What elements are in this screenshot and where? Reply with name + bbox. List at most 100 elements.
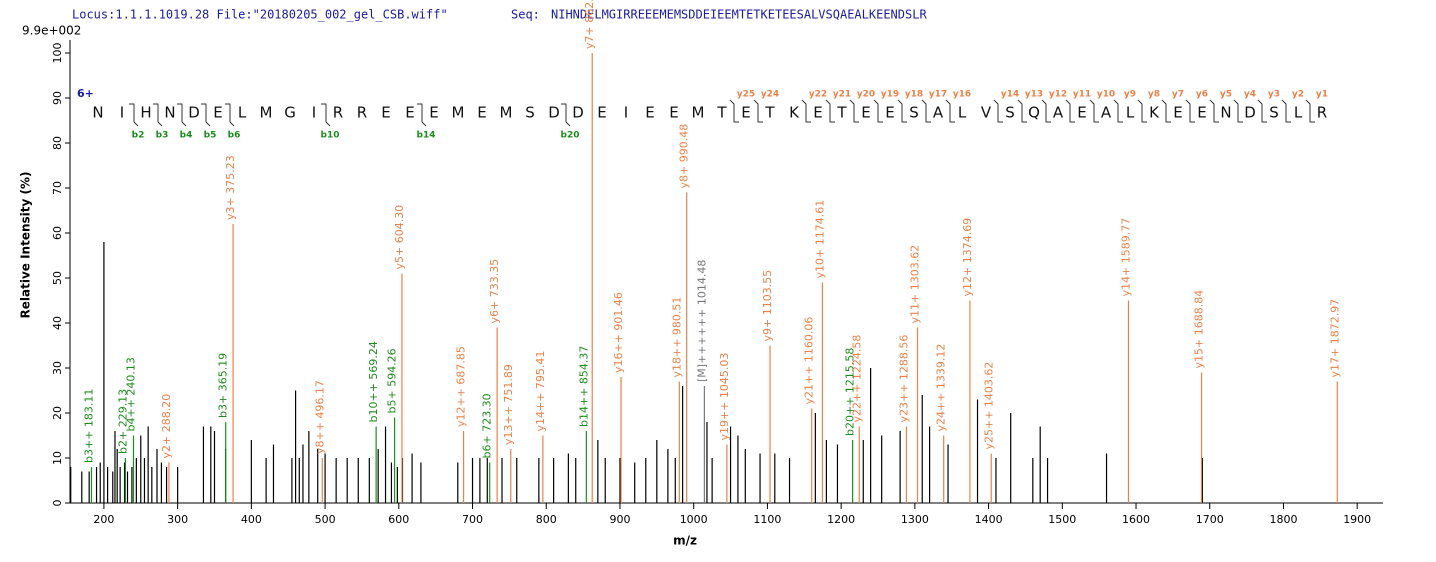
seq-label: Seq: — [511, 8, 540, 22]
residue: G — [284, 104, 296, 122]
residue: Q — [1028, 104, 1040, 122]
y-bracket — [1089, 99, 1099, 123]
peak-label: y13++ 751.89 — [502, 364, 515, 445]
x-tick-label: 1400 — [975, 513, 1003, 526]
residue: A — [933, 104, 944, 122]
residue: S — [1269, 104, 1279, 122]
residue: E — [1197, 104, 1206, 122]
residue: E — [669, 104, 678, 122]
residue: N — [164, 104, 175, 122]
peak-label: y23++ 1288.56 — [897, 335, 910, 423]
peak-label: y22++ 1224.58 — [850, 335, 863, 423]
peak-label: y7+ 862.36 — [583, 0, 596, 49]
residue: E — [405, 104, 414, 122]
residue: E — [381, 104, 390, 122]
y-tick-label: 40 — [51, 316, 64, 330]
y-marker: y11 — [1073, 90, 1091, 100]
y-tick-label: 50 — [51, 271, 64, 285]
y-bracket — [1281, 99, 1291, 123]
y-tick-label: 60 — [51, 226, 64, 240]
b-marker: b20 — [561, 131, 580, 141]
residue: S — [525, 104, 535, 122]
peak-label: y18++ 980.51 — [670, 297, 683, 378]
peak-label: y17+ 1872.97 — [1328, 299, 1341, 378]
x-tick-label: 900 — [609, 513, 630, 526]
peak-label: y14+ 1589.77 — [1119, 218, 1132, 297]
residue: E — [1173, 104, 1182, 122]
y-marker: y3 — [1268, 90, 1280, 100]
y-bracket — [1185, 99, 1195, 123]
y-marker: y8 — [1148, 90, 1160, 100]
y-marker: y22 — [809, 90, 827, 100]
residue: A — [1053, 104, 1064, 122]
residue: E — [861, 104, 870, 122]
y-marker: y21 — [833, 90, 851, 100]
y-bracket — [753, 99, 763, 123]
residue: N — [1220, 104, 1231, 122]
y-tick-label: 10 — [51, 451, 64, 465]
residue: L — [1294, 104, 1303, 122]
b-marker: b5 — [204, 131, 217, 141]
y-bracket — [849, 99, 859, 123]
y-tick-label: 70 — [51, 181, 64, 195]
peak-label: y15+ 1688.84 — [1193, 290, 1206, 369]
y-marker: y12 — [1049, 90, 1067, 100]
residue: T — [764, 104, 775, 122]
residue: S — [1005, 104, 1015, 122]
sequence: NIHNDELMGIRREEEMEMSDDEIEEMTETKETEESALVSQ… — [551, 8, 927, 22]
residue: E — [477, 104, 486, 122]
y-marker: y13 — [1025, 90, 1043, 100]
y-bracket — [945, 99, 955, 123]
peak-label: y8++ 496.17 — [313, 380, 326, 454]
x-tick-label: 1300 — [901, 513, 929, 526]
y-axis-label: Relative Intensity (%) — [19, 172, 33, 319]
residue: E — [597, 104, 606, 122]
y-tick-label: 100 — [51, 43, 64, 64]
residue: H — [140, 104, 151, 122]
peak-label: y24++ 1339.12 — [935, 344, 948, 432]
y-marker: y18 — [905, 90, 923, 100]
peak-label: y21++ 1160.06 — [803, 317, 816, 405]
y-marker: y14 — [1001, 90, 1019, 100]
residue: T — [836, 104, 847, 122]
y-marker: y5 — [1220, 90, 1232, 100]
peak-label: b2+ 229.13 — [116, 389, 129, 454]
b-marker: b4 — [180, 131, 193, 141]
x-tick-label: 1100 — [753, 513, 781, 526]
y-bracket — [1041, 99, 1051, 123]
residue: L — [238, 104, 247, 122]
peak-label: b6+ 723.30 — [481, 393, 494, 458]
b-bracket — [225, 103, 235, 127]
y-bracket — [1305, 99, 1315, 123]
residue: I — [312, 104, 316, 122]
y-marker: y16 — [953, 90, 971, 100]
y-marker: y2 — [1292, 90, 1304, 100]
residue: L — [958, 104, 967, 122]
b-bracket — [177, 103, 187, 127]
peak-label: y10+ 1174.61 — [813, 200, 826, 279]
header: Locus:1.1.1.1019.28 File:"20180205_002_g… — [72, 8, 448, 22]
y-marker: y19 — [881, 90, 899, 100]
residue: M — [452, 104, 465, 122]
x-tick-label: 600 — [388, 513, 409, 526]
residue: D — [1244, 104, 1256, 122]
x-tick-label: 500 — [315, 513, 336, 526]
x-tick-label: 1500 — [1048, 513, 1076, 526]
peak-label: y9+ 1103.55 — [761, 270, 774, 342]
y-bracket — [897, 99, 907, 123]
peak-label: y6+ 733.35 — [488, 259, 501, 324]
y-tick-label: 30 — [51, 361, 64, 375]
b-marker: b2 — [132, 131, 145, 141]
y-bracket — [729, 99, 739, 123]
peak-label: b3++ 183.11 — [82, 389, 95, 463]
peak-label: b14++ 854.37 — [577, 346, 590, 427]
y-bracket — [1161, 99, 1171, 123]
residue: D — [572, 104, 584, 122]
charge-label: 6+ — [77, 87, 94, 100]
y-marker: y20 — [857, 90, 875, 100]
x-tick-label: 200 — [93, 513, 114, 526]
y-marker: y25 — [737, 90, 755, 100]
y-bracket — [801, 99, 811, 123]
scale-label: 9.9e+002 — [22, 24, 81, 38]
